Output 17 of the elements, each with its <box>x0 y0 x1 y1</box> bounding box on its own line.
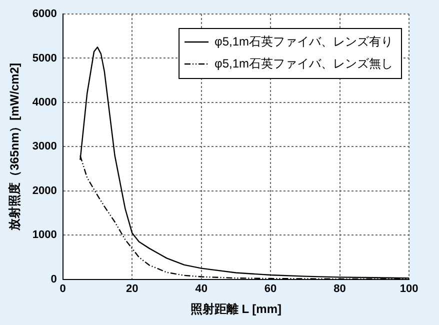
y-tick-label: 5000 <box>32 52 57 64</box>
x-tick-label: 60 <box>264 283 277 296</box>
legend-label: φ5,1m石英ファイバ、レンズ無し <box>214 56 394 70</box>
y-tick-label: 4000 <box>32 96 57 108</box>
y-tick-label: 2000 <box>32 184 57 197</box>
legend-label: φ5,1m石英ファイバ、レンズ有り <box>214 34 394 48</box>
x-tick-label: 20 <box>126 283 138 296</box>
y-tick-label: 1000 <box>32 229 57 242</box>
y-tick-label: 0 <box>50 273 57 286</box>
x-tick-label: 80 <box>334 283 346 296</box>
y-tick-label: 3000 <box>32 140 57 153</box>
x-tick-label: 0 <box>60 283 66 296</box>
x-axis-title: 照射距離 L [mm] <box>190 302 282 316</box>
y-tick-label: 6000 <box>32 8 57 20</box>
x-tick-label: 40 <box>195 283 208 296</box>
x-tick-label: 100 <box>400 283 418 296</box>
y-axis-title: 放射照度（365nm）[mW/cm2] <box>8 63 22 232</box>
